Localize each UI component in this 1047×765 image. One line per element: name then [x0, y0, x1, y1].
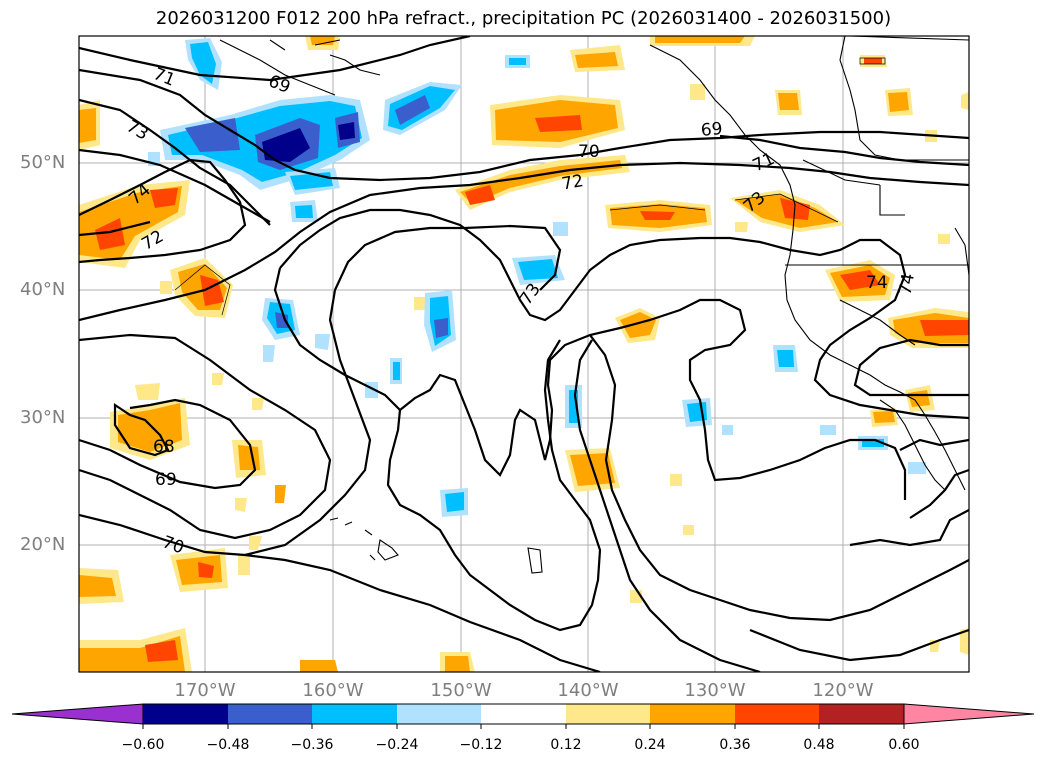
lat-label-20n: 20°N: [20, 534, 66, 555]
refractivity-contours: [79, 36, 969, 672]
colorbar-tick-label: 0.12: [550, 737, 582, 753]
lon-label-140w: 140°W: [557, 680, 619, 701]
colorbar-extend-max: [903, 703, 1035, 725]
colorbar-tick-label: −0.12: [459, 737, 503, 753]
colorbar-segment: [735, 704, 819, 724]
contour-label: 68: [153, 437, 175, 457]
contour-label: 69: [155, 470, 177, 490]
contour-label: 70: [578, 142, 600, 162]
colorbar-segment: [228, 704, 312, 724]
lon-label-150w: 150°W: [430, 680, 492, 701]
contour-label: 72: [560, 171, 585, 194]
colorbar-segment: [566, 704, 650, 724]
colorbar: [11, 703, 1035, 729]
colorbar-tick-label: 0.60: [888, 737, 920, 753]
colorbar-tick-label: −0.24: [375, 737, 419, 753]
colorbar-tick-label: 0.24: [634, 737, 666, 753]
precip-outline: [174, 57, 886, 316]
contour-label-group: 71 69 73 74 72 70 72 69 71 73 73 74 74 6…: [123, 64, 919, 558]
colorbar-tick-label: 0.48: [803, 737, 835, 753]
lat-label-30n: 30°N: [20, 407, 66, 428]
colorbar-tick-label: 0.36: [719, 737, 751, 753]
colorbar-segment: [397, 704, 481, 724]
colorbar-segment: [312, 704, 397, 724]
lat-label-40n: 40°N: [20, 279, 66, 300]
contour-label: 74: [866, 273, 888, 293]
lon-label-160w: 160°W: [302, 680, 364, 701]
contour-label: 69: [700, 119, 723, 141]
colorbar-segment: [650, 704, 735, 724]
colorbar-tick-label: −0.48: [206, 737, 250, 753]
colorbar-segment: [143, 704, 228, 724]
plot-frame: [78, 35, 970, 673]
graticule: [79, 36, 969, 672]
lon-label-120w: 120°W: [812, 680, 874, 701]
colorbar-tick-label: −0.60: [121, 737, 165, 753]
colorbar-segment: [481, 704, 566, 724]
colorbar-tick-label: −0.36: [290, 737, 334, 753]
lon-label-170w: 170°W: [174, 680, 236, 701]
colorbar-extend-min: [11, 703, 144, 725]
colorbar-segment: [819, 704, 904, 724]
lon-label-130w: 130°W: [684, 680, 746, 701]
figure-title: 2026031200 F012 200 hPa refract., precip…: [155, 8, 892, 29]
lat-label-50n: 50°N: [20, 152, 66, 173]
contour-label: 74: [895, 272, 918, 297]
